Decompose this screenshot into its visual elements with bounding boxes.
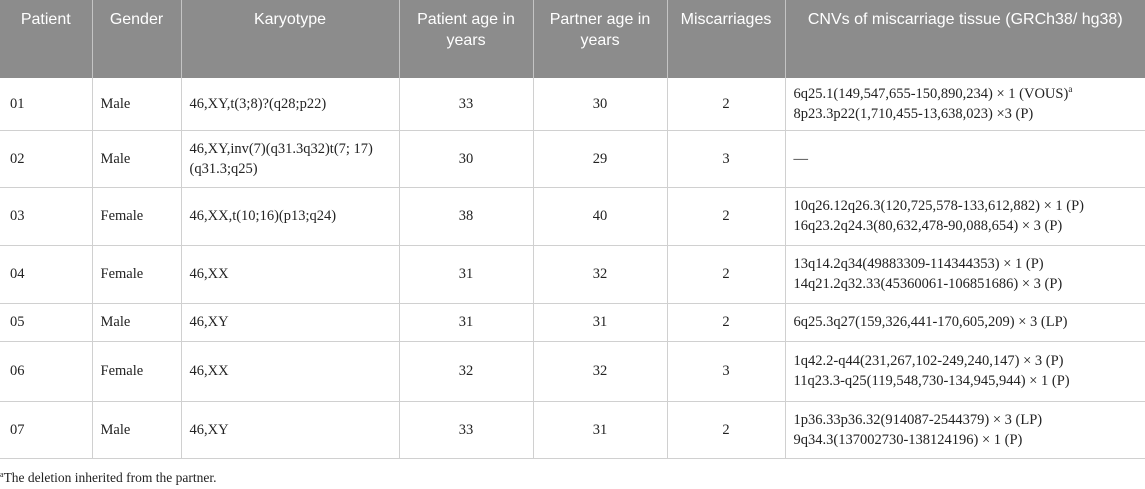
header-karyotype: Karyotype xyxy=(181,0,400,78)
cell-miscarriages: 3 xyxy=(667,341,786,402)
cell-partner-age: 29 xyxy=(533,130,668,188)
table-row: 02 Male 46,XY,inv(7)(q31.3q32)t(7; 17)(q… xyxy=(0,130,1145,188)
cell-partner-age: 40 xyxy=(533,187,668,246)
cnv-line: 16q23.2q24.3(80,632,478-90,088,654) × 3 … xyxy=(793,218,1063,234)
cell-patient-age: 31 xyxy=(399,303,534,342)
cnv-table: Patient Gender Karyotype Patient age in … xyxy=(0,0,1145,459)
cnv-line: 6q25.1(149,547,655-150,890,234) × 1 (VOU… xyxy=(794,84,1138,104)
cell-gender: Female xyxy=(92,245,182,304)
cell-partner-age: 31 xyxy=(533,401,668,459)
cnv-line: — xyxy=(793,150,809,167)
cell-cnvs: 1q42.2-q44(231,267,102-249,240,147) × 3 … xyxy=(785,341,1145,402)
cell-patient-age: 33 xyxy=(399,401,534,459)
header-miscarriages: Miscarriages xyxy=(667,0,786,78)
cell-patient: 04 xyxy=(0,245,93,304)
cell-patient-age: 38 xyxy=(399,187,534,246)
cell-karyotype: 46,XY xyxy=(181,401,400,459)
table-header-row: Patient Gender Karyotype Patient age in … xyxy=(0,0,1145,78)
cell-patient: 05 xyxy=(0,303,93,342)
cell-miscarriages: 2 xyxy=(667,303,786,342)
footnote-marker: a xyxy=(0,470,4,479)
cnv-line: 1q42.2-q44(231,267,102-249,240,147) × 3 … xyxy=(793,353,1064,369)
cell-gender: Male xyxy=(92,78,182,131)
cell-partner-age: 32 xyxy=(533,245,668,304)
cnv-line: 1p36.33p36.32(914087-2544379) × 3 (LP) xyxy=(793,411,1043,428)
cell-gender: Male xyxy=(92,303,182,342)
cell-partner-age: 32 xyxy=(533,341,668,402)
header-gender: Gender xyxy=(92,0,182,78)
cell-patient-age: 32 xyxy=(399,341,534,402)
footnote-marker: a xyxy=(1068,83,1073,94)
cell-patient: 07 xyxy=(0,401,93,459)
cell-karyotype: 46,XY,inv(7)(q31.3q32)t(7; 17)(q31.3;q25… xyxy=(181,130,400,188)
cell-miscarriages: 2 xyxy=(667,245,786,304)
cnv-line: 11q23.3-q25(119,548,730-134,945,944) × 1… xyxy=(793,373,1070,389)
cell-patient-age: 33 xyxy=(399,78,534,131)
cell-miscarriages: 3 xyxy=(667,130,786,188)
cell-miscarriages: 2 xyxy=(667,401,786,459)
cell-patient: 03 xyxy=(0,187,93,246)
cell-patient: 02 xyxy=(0,130,93,188)
cell-miscarriages: 2 xyxy=(667,187,786,246)
cnv-line: 8p23.3p22(1,710,455-13,638,023) ×3 (P) xyxy=(793,105,1034,122)
cnv-line: 14q21.2q32.33(45360061-106851686) × 3 (P… xyxy=(793,276,1063,292)
cell-gender: Female xyxy=(92,187,182,246)
cell-patient: 01 xyxy=(0,78,93,131)
cell-gender: Male xyxy=(92,130,182,188)
cnv-text: 6q25.1(149,547,655-150,890,234) × 1 (VOU… xyxy=(793,85,1069,102)
table-row: 05 Male 46,XY 31 31 2 6q25.3q27(159,326,… xyxy=(0,303,1145,342)
header-partner-age: Partner age in years xyxy=(533,0,668,78)
cell-gender: Male xyxy=(92,401,182,459)
table-row: 01 Male 46,XY,t(3;8)?(q28;p22) 33 30 2 6… xyxy=(0,78,1145,131)
cnv-line: 9q34.3(137002730-138124196) × 1 (P) xyxy=(793,431,1023,448)
table-footnote: aThe deletion inherited from the partner… xyxy=(0,470,216,486)
table-row: 04 Female 46,XX 31 32 2 13q14.2q34(49883… xyxy=(0,245,1145,304)
table-row: 07 Male 46,XY 33 31 2 1p36.33p36.32(9140… xyxy=(0,401,1145,459)
cell-patient-age: 31 xyxy=(399,245,534,304)
header-cnvs: CNVs of miscarriage tissue (GRCh38/ hg38… xyxy=(785,0,1145,78)
cell-patient: 06 xyxy=(0,341,93,402)
cell-karyotype: 46,XY xyxy=(181,303,400,342)
cnv-line: 6q25.3q27(159,326,441-170,605,209) × 3 (… xyxy=(793,314,1068,330)
cell-cnvs: 10q26.12q26.3(120,725,578-133,612,882) ×… xyxy=(785,187,1145,246)
cell-cnvs: 6q25.1(149,547,655-150,890,234) × 1 (VOU… xyxy=(785,78,1145,131)
cell-karyotype: 46,XY,t(3;8)?(q28;p22) xyxy=(181,78,400,131)
cell-partner-age: 31 xyxy=(533,303,668,342)
cell-partner-age: 30 xyxy=(533,78,668,131)
table-row: 06 Female 46,XX 32 32 3 1q42.2-q44(231,2… xyxy=(0,341,1145,402)
cell-cnvs: 6q25.3q27(159,326,441-170,605,209) × 3 (… xyxy=(785,303,1145,342)
cell-karyotype: 46,XX xyxy=(181,341,400,402)
cell-cnvs: 13q14.2q34(49883309-114344353) × 1 (P) 1… xyxy=(785,245,1145,304)
cell-gender: Female xyxy=(92,341,182,402)
header-patient: Patient xyxy=(0,0,93,78)
cell-patient-age: 30 xyxy=(399,130,534,188)
cell-cnvs: 1p36.33p36.32(914087-2544379) × 3 (LP) 9… xyxy=(785,401,1145,459)
cell-miscarriages: 2 xyxy=(667,78,786,131)
cell-karyotype: 46,XX xyxy=(181,245,400,304)
cnv-line: 10q26.12q26.3(120,725,578-133,612,882) ×… xyxy=(793,198,1085,214)
footnote-text: The deletion inherited from the partner. xyxy=(3,470,217,485)
cell-cnvs: — xyxy=(785,130,1145,188)
header-patient-age: Patient age in years xyxy=(399,0,534,78)
cnv-line: 13q14.2q34(49883309-114344353) × 1 (P) xyxy=(793,256,1044,272)
table-row: 03 Female 46,XX,t(10;16)(p13;q24) 38 40 … xyxy=(0,187,1145,246)
cell-karyotype: 46,XX,t(10;16)(p13;q24) xyxy=(181,187,400,246)
